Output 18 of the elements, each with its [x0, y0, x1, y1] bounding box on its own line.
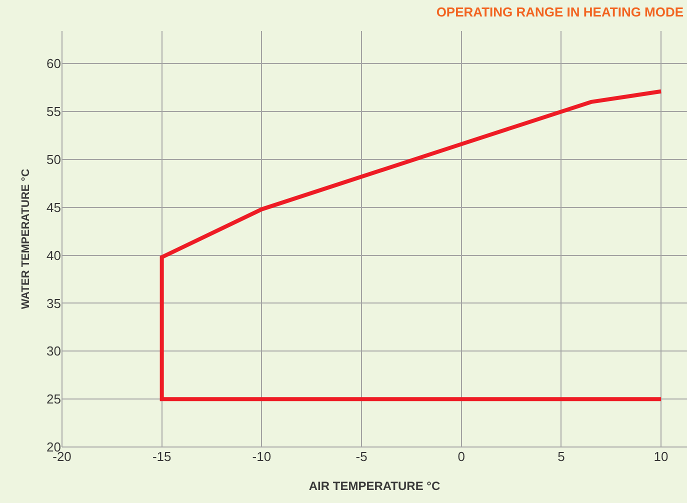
y-tick-label: 50: [46, 152, 61, 167]
y-axis-title: WATER TEMPERATURE °C: [20, 168, 32, 310]
y-tick-label: 40: [46, 248, 61, 263]
chart-title: OPERATING RANGE IN HEATING MODE: [436, 4, 684, 20]
x-tick-label: 0: [458, 449, 465, 464]
y-tick-label: 35: [46, 296, 61, 311]
y-tick-label: 55: [46, 104, 61, 120]
y-tick-label: 30: [46, 344, 61, 359]
x-tick-label: -15: [152, 449, 172, 464]
x-tick-label: 5: [558, 449, 565, 464]
y-tick-label: 60: [46, 56, 61, 72]
x-axis-title: AIR TEMPERATURE °C: [308, 478, 440, 493]
x-tick-label: 10: [654, 449, 668, 464]
line-series: [160, 89, 664, 402]
y-tick-label: 45: [46, 200, 61, 215]
y-tick-label: 25: [46, 392, 61, 407]
x-tick-label: -5: [356, 449, 368, 464]
x-tick-label: -10: [252, 449, 272, 464]
